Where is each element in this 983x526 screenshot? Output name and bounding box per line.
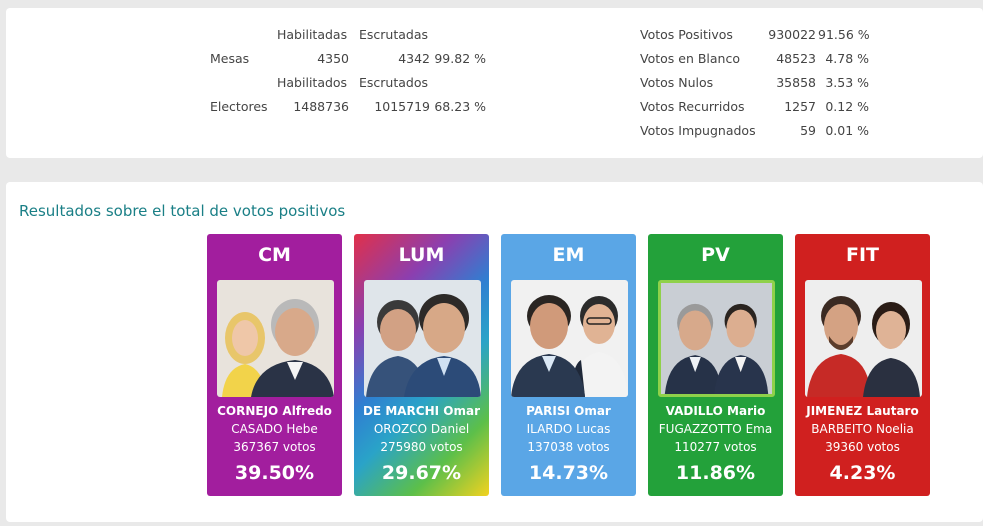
mesas-escrutadas-header: Escrutadas: [359, 27, 429, 42]
electores-escrutados-header: Escrutados: [359, 75, 429, 90]
candidate-card-lum[interactable]: LUM DE MARCHI Omar OROZCO Daniel 275980 …: [354, 234, 489, 496]
candidate-name: JIMENEZ Lautaro: [806, 404, 919, 418]
candidate-name: CORNEJO Alfredo: [217, 404, 332, 418]
candidate-name: DE MARCHI Omar: [362, 404, 481, 418]
votos-label: Votos Recurridos: [640, 99, 745, 114]
electores-pct: 68.23 %: [434, 99, 486, 114]
votos-label: Votos Impugnados: [640, 123, 756, 138]
candidate-card-em[interactable]: EM PARISI Omar ILARDO Lucas 137038 votos…: [501, 234, 636, 496]
electores-escrutados-value: 1015719: [374, 99, 430, 114]
vice-candidate-name: ILARDO Lucas: [526, 422, 611, 436]
mesas-escrutadas-value: 4342: [398, 51, 430, 66]
party-name: PV: [701, 244, 730, 266]
votos-value: 59: [800, 123, 816, 138]
candidate-photo: [805, 280, 922, 397]
candidate-photo: [217, 280, 334, 397]
votes-count: 39360 votos: [825, 440, 900, 454]
mesas-pct: 99.82 %: [434, 51, 486, 66]
party-name: EM: [552, 244, 585, 266]
vote-percentage: 29.67%: [381, 462, 462, 484]
candidate-photo: [658, 280, 775, 397]
results-panel: Resultados sobre el total de votos posit…: [6, 182, 983, 522]
votos-value: 35858: [776, 75, 816, 90]
vote-percentage: 11.86%: [675, 462, 756, 484]
votos-value: 1257: [784, 99, 816, 114]
candidate-name: PARISI Omar: [526, 404, 611, 418]
votos-pct: 3.53 %: [825, 75, 869, 90]
votes-count: 367367 votos: [233, 440, 316, 454]
candidate-photo: [511, 280, 628, 397]
candidate-card-pv[interactable]: PV VADILLO Mario FUGAZZOTTO Ema 110277 v…: [648, 234, 783, 496]
candidate-photo: [364, 280, 481, 397]
party-name: CM: [258, 244, 291, 266]
mesas-habilitadas-value: 4350: [317, 51, 349, 66]
votes-count: 110277 votos: [674, 440, 757, 454]
votes-count: 137038 votos: [527, 440, 610, 454]
vote-percentage: 4.23%: [829, 462, 896, 484]
votos-pct: 0.01 %: [825, 123, 869, 138]
results-title: Resultados sobre el total de votos posit…: [19, 202, 346, 220]
votos-label: Votos en Blanco: [640, 51, 740, 66]
electores-habilitados-value: 1488736: [293, 99, 349, 114]
votos-pct: 4.78 %: [825, 51, 869, 66]
votos-label: Votos Positivos: [640, 27, 733, 42]
votes-count: 275980 votos: [380, 440, 463, 454]
party-name: LUM: [398, 244, 445, 266]
vice-candidate-name: BARBEITO Noelia: [811, 422, 914, 436]
candidate-name: VADILLO Mario: [665, 404, 766, 418]
votos-pct: 0.12 %: [825, 99, 869, 114]
mesas-habilitadas-header: Habilitadas: [277, 27, 348, 42]
mesas-label: Mesas: [210, 51, 250, 66]
votos-value: 930022: [768, 27, 816, 42]
vote-percentage: 14.73%: [528, 462, 609, 484]
votos-pct: 91.56 %: [818, 27, 870, 42]
party-name: FIT: [845, 244, 879, 266]
candidate-card-fit[interactable]: FIT JIMENEZ Lautaro BARBEITO Noelia 3936…: [795, 234, 930, 496]
vote-percentage: 39.50%: [234, 462, 315, 484]
electores-habilitados-header: Habilitados: [277, 75, 348, 90]
stats-panel: Habilitadas Escrutadas Mesas 4350 4342 9…: [6, 8, 983, 158]
votos-value: 48523: [776, 51, 816, 66]
vice-candidate-name: OROZCO Daniel: [373, 422, 470, 436]
votos-label: Votos Nulos: [640, 75, 714, 90]
candidate-card-cm[interactable]: CM CORNEJO Alfredo CASADO Hebe 367367 vo…: [207, 234, 342, 496]
vice-candidate-name: FUGAZZOTTO Ema: [658, 422, 773, 436]
vice-candidate-name: CASADO Hebe: [231, 422, 318, 436]
electores-label: Electores: [210, 99, 268, 114]
